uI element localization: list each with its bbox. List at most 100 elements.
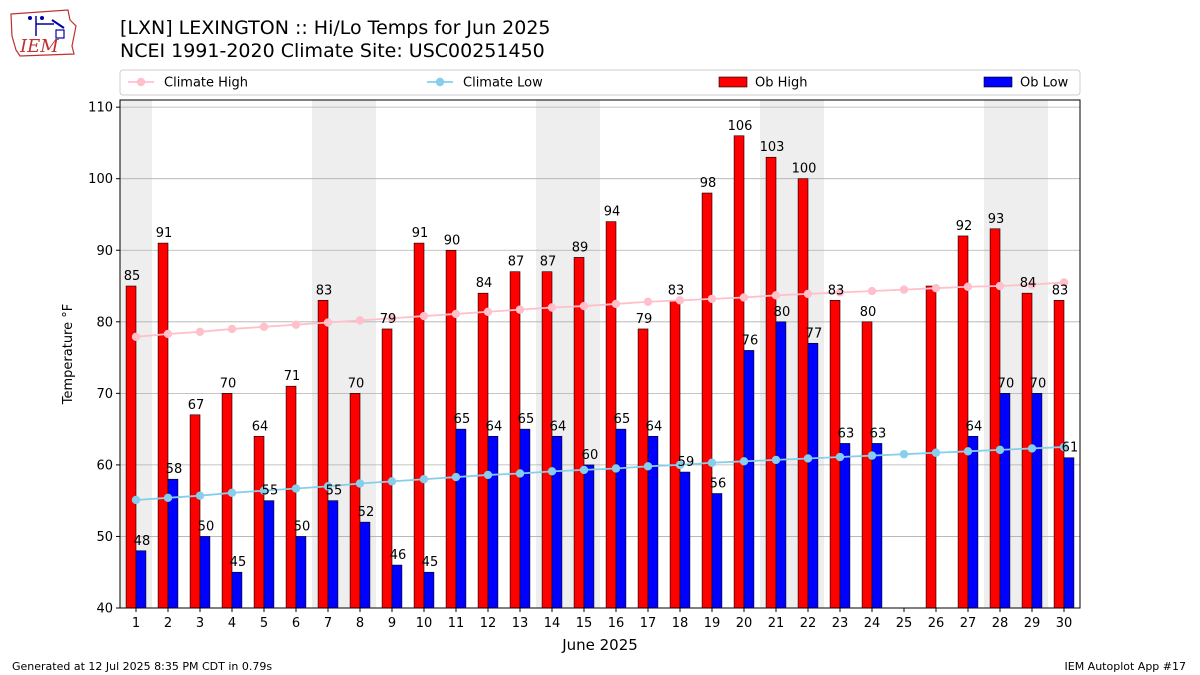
x-tick-label-1: 1 <box>132 616 140 631</box>
climate-high-point-8 <box>355 316 365 325</box>
ob-low-label-4: 45 <box>230 555 247 570</box>
legend-label-ob-low: Ob Low <box>1020 76 1069 91</box>
x-tick-label-15: 15 <box>576 616 593 631</box>
climate-low-point-24 <box>867 451 877 460</box>
ob-low-bar-9 <box>391 564 403 609</box>
ob-low-bar-29 <box>1031 393 1043 609</box>
ob-low-bar-11 <box>455 428 467 609</box>
ob-high-bar-13 <box>509 271 521 609</box>
legend-label-climate-high: Climate High <box>164 76 248 91</box>
ob-low-bar-24 <box>871 443 883 609</box>
ob-high-bar-24 <box>861 321 873 609</box>
ob-high-bar-4 <box>221 393 233 609</box>
climate-low-point-25 <box>899 449 909 459</box>
x-tick-label-20: 20 <box>736 616 753 631</box>
climate-low-point-26 <box>931 448 941 457</box>
climate-low-point-14 <box>547 467 557 476</box>
climate-high-point-7 <box>323 318 333 327</box>
ob-low-label-11: 65 <box>454 412 471 427</box>
x-tick-label-5: 5 <box>260 616 268 631</box>
ob-low-label-17: 64 <box>646 419 663 434</box>
ob-high-label-7: 83 <box>316 283 333 298</box>
ob-high-label-11: 90 <box>444 233 461 248</box>
ob-high-label-22: 100 <box>792 162 817 177</box>
ob-high-label-9: 79 <box>380 312 397 327</box>
ob-high-bar-12 <box>477 292 489 609</box>
ob-low-bar-20 <box>743 350 755 609</box>
ob-low-label-22: 77 <box>806 326 823 341</box>
iem-logo: IEM <box>8 6 80 64</box>
x-tick-label-21: 21 <box>768 616 785 631</box>
ob-low-label-30: 61 <box>1062 441 1079 456</box>
legend-swatch-ob-high <box>718 76 748 88</box>
climate-high-point-15 <box>579 301 589 311</box>
y-tick-label-70: 70 <box>96 387 113 402</box>
data-labels: 85 48 91 58 67 50 70 45 64 55 71 50 83 55 70 52 79 46 91 45… <box>124 119 1078 570</box>
climate-high-point-20 <box>739 293 749 302</box>
ob-low-label-10: 45 <box>422 555 439 570</box>
ob-high-bar-22 <box>797 178 809 609</box>
ob-high-label-18: 83 <box>668 283 685 298</box>
x-tick-label-9: 9 <box>388 616 396 631</box>
ob-low-label-3: 50 <box>198 519 215 534</box>
ob-low-label-2: 58 <box>166 462 183 477</box>
climate-high-point-1 <box>131 332 141 342</box>
x-tick-label-16: 16 <box>608 616 625 631</box>
ob-low-bar-19 <box>711 493 723 609</box>
climate-low-point-18 <box>675 460 685 470</box>
climate-low-point-13 <box>515 469 525 478</box>
climate-low-point-28 <box>995 445 1005 455</box>
ob-high-bar-14 <box>541 271 553 609</box>
ob-low-bar-23 <box>839 443 851 609</box>
chart-subtitle: NCEI 1991-2020 Climate Site: USC00251450 <box>120 40 545 62</box>
climate-high-point-24 <box>867 286 877 296</box>
ob-high-label-14: 87 <box>540 255 557 270</box>
ob-low-label-24: 63 <box>870 426 887 441</box>
climate-high-point-27 <box>963 282 973 291</box>
climate-low-point-19 <box>707 458 717 467</box>
ob-high-bar-21 <box>765 156 777 609</box>
ob-low-bar-16 <box>615 428 627 609</box>
ob-low-bar-8 <box>359 521 371 609</box>
ob-high-bar-6 <box>285 385 297 609</box>
ob-low-label-23: 63 <box>838 426 855 441</box>
climate-high-point-28 <box>995 281 1005 291</box>
climate-high-point-9 <box>387 314 397 323</box>
y-tick-label-100: 100 <box>88 172 113 187</box>
x-tick-label-10: 10 <box>416 616 433 631</box>
ob-low-bar-17 <box>647 435 659 609</box>
y-axis-label: Temperature °F <box>61 304 76 405</box>
climate-low-point-7 <box>323 482 333 491</box>
climate-low-point-6 <box>291 484 301 493</box>
ob-low-label-6: 50 <box>294 519 311 534</box>
climate-high-line <box>135 281 1065 338</box>
ob-high-label-6: 71 <box>284 369 301 384</box>
ob-low-label-8: 52 <box>358 505 375 520</box>
ob-low-label-7: 55 <box>326 484 343 499</box>
ob-high-bar-19 <box>701 192 713 609</box>
generated-timestamp: Generated at 12 Jul 2025 8:35 PM CDT in … <box>12 660 273 673</box>
bars <box>125 135 1075 609</box>
x-tick-label-22: 22 <box>800 616 817 631</box>
chart-title: [LXN] LEXINGTON :: Hi/Lo Temps for Jun 2… <box>120 17 551 39</box>
ob-low-bar-4 <box>231 571 243 609</box>
ob-low-label-29: 70 <box>1030 376 1047 391</box>
x-tick-label-17: 17 <box>640 616 657 631</box>
climate-low-point-29 <box>1027 444 1037 453</box>
ob-low-bar-10 <box>423 571 435 609</box>
ob-low-bar-7 <box>327 500 339 609</box>
climate-high-point-11 <box>451 309 461 319</box>
logo-text: IEM <box>19 36 59 57</box>
x-tick-label-8: 8 <box>356 616 364 631</box>
climate-low-point-22 <box>803 454 813 463</box>
ob-high-label-28: 93 <box>988 212 1005 227</box>
climate-low-point-1 <box>131 495 141 505</box>
climate-high-point-12 <box>483 307 493 316</box>
y-tick-label-110: 110 <box>88 101 113 116</box>
ob-low-bar-21 <box>775 321 787 609</box>
ob-high-bar-11 <box>445 249 457 609</box>
ob-low-bar-28 <box>999 393 1011 609</box>
ob-high-label-20: 106 <box>728 119 753 134</box>
x-tick-label-23: 23 <box>832 616 849 631</box>
